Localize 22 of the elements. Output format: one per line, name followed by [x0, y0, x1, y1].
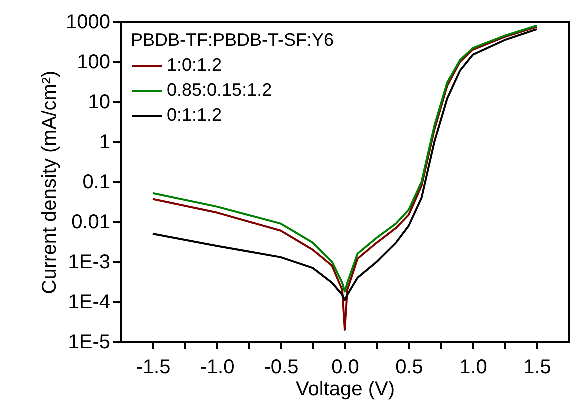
- x-tick-label: -1.5: [136, 356, 171, 378]
- y-tick-label: 1E-3: [68, 252, 110, 274]
- x-tick-label: 1.0: [460, 356, 488, 378]
- y-tick-label: 1E-5: [68, 332, 110, 354]
- x-tick-label: 1.5: [524, 356, 552, 378]
- legend-label: 1:0:1.2: [167, 55, 222, 75]
- y-tick-label: 1E-4: [68, 292, 110, 314]
- x-tick-label: -0.5: [264, 356, 299, 378]
- x-axis-title: Voltage (V): [296, 378, 395, 400]
- x-tick-label: -1.0: [200, 356, 235, 378]
- x-tick-label: 0.0: [332, 356, 360, 378]
- y-axis-title: Current density (mA/cm²): [39, 70, 62, 294]
- legend-title: PBDB-TF:PBDB-T-SF:Y6: [131, 30, 334, 50]
- y-tick-label: 10: [88, 92, 110, 114]
- legend-label: 0.85:0.15:1.2: [167, 80, 272, 100]
- y-tick-label: 0.1: [82, 172, 110, 194]
- y-tick-label: 0.01: [72, 212, 110, 234]
- y-tick-label: 100: [77, 52, 110, 74]
- x-tick-label: 0.5: [396, 356, 424, 378]
- legend-label: 0:1:1.2: [167, 105, 222, 125]
- y-tick-label: 1: [99, 132, 110, 154]
- y-tick-label: 1000: [66, 12, 110, 34]
